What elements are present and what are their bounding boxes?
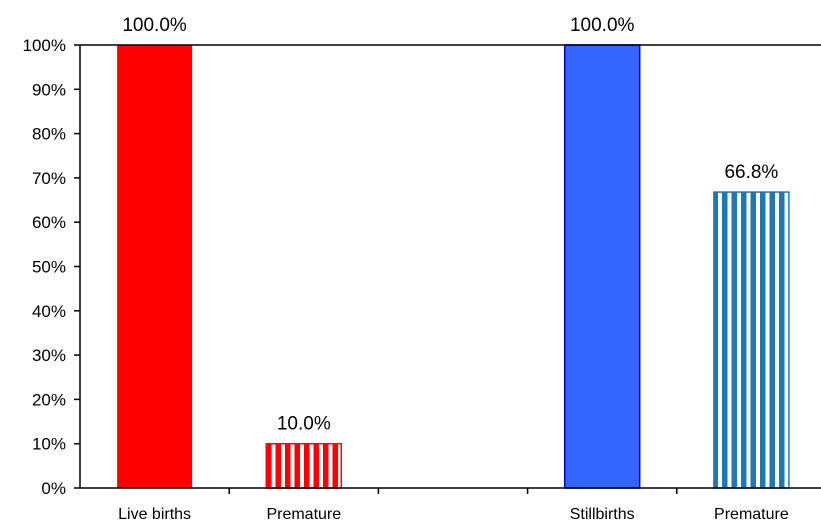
data-label-4: 66.8% xyxy=(724,162,778,183)
bar-premature-4 xyxy=(713,191,790,489)
y-tick-label-80: 80% xyxy=(32,125,66,144)
data-label-1: 10.0% xyxy=(277,414,331,435)
y-tick-label-70: 70% xyxy=(32,169,66,188)
y-tick-label-10: 10% xyxy=(32,435,66,454)
y-tick-label-60: 60% xyxy=(32,213,66,232)
data-label-3: 100.0% xyxy=(570,15,635,36)
labels: 100.0% 10.0% 100.0% 66.8% 0% 10% 20% 30% 40% 50% 6… xyxy=(23,15,789,523)
y-tick-label-50: 50% xyxy=(32,258,66,277)
y-tick-label-90: 90% xyxy=(32,80,66,99)
y-tick-label-40: 40% xyxy=(32,302,66,321)
bar-premature-1 xyxy=(265,442,343,489)
data-label-0: 100.0% xyxy=(122,15,187,36)
y-tick-label-100: 100% xyxy=(23,36,66,55)
x-category-label-1: Premature xyxy=(266,506,341,523)
x-category-label-3: Stillbirths xyxy=(570,506,635,523)
bar-live-births-0 xyxy=(117,45,193,488)
y-tick-label-20: 20% xyxy=(32,390,66,409)
axes xyxy=(74,44,821,494)
bars xyxy=(117,44,790,489)
x-category-label-0: Live births xyxy=(118,506,191,523)
bar-stillbirths-3 xyxy=(563,44,641,489)
y-tick-label-30: 30% xyxy=(32,346,66,365)
y-tick-label-0: 0% xyxy=(41,479,66,498)
x-category-label-4: Premature xyxy=(714,506,789,523)
